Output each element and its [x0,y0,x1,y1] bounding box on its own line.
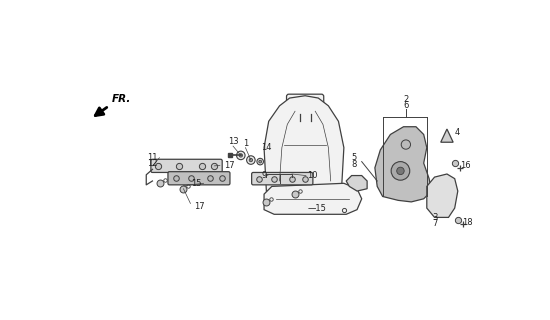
Circle shape [402,140,410,149]
Circle shape [397,167,404,175]
Text: 12: 12 [147,159,158,168]
Text: 4: 4 [455,128,460,137]
FancyBboxPatch shape [168,172,230,185]
Polygon shape [441,129,453,142]
Polygon shape [375,127,431,202]
Circle shape [249,158,252,162]
FancyBboxPatch shape [252,172,313,185]
Text: 8: 8 [351,160,357,169]
Circle shape [391,162,410,180]
FancyBboxPatch shape [287,94,324,116]
Polygon shape [346,176,367,191]
Text: 11: 11 [147,153,158,162]
Text: FR.: FR. [112,94,131,104]
Text: 18: 18 [463,218,473,227]
FancyBboxPatch shape [151,159,222,172]
Polygon shape [427,174,458,217]
Text: 10: 10 [307,171,318,180]
Text: 13: 13 [228,137,238,146]
Text: —15: —15 [307,204,326,212]
Circle shape [239,154,243,157]
Text: 7: 7 [432,219,437,228]
Circle shape [257,158,263,165]
Text: 9: 9 [261,171,266,180]
Circle shape [246,156,255,164]
Circle shape [236,151,245,160]
Text: 6: 6 [403,101,409,110]
Text: 2: 2 [403,95,409,104]
Text: 5: 5 [352,153,357,162]
Text: 17: 17 [224,161,234,170]
Text: 3: 3 [432,213,437,222]
Text: 17: 17 [194,202,205,211]
Text: 15: 15 [191,179,202,188]
Text: 14: 14 [261,143,272,152]
Circle shape [259,160,262,163]
Polygon shape [264,96,344,194]
Text: 1: 1 [243,139,248,148]
Text: 16: 16 [460,161,471,170]
Polygon shape [264,183,362,214]
